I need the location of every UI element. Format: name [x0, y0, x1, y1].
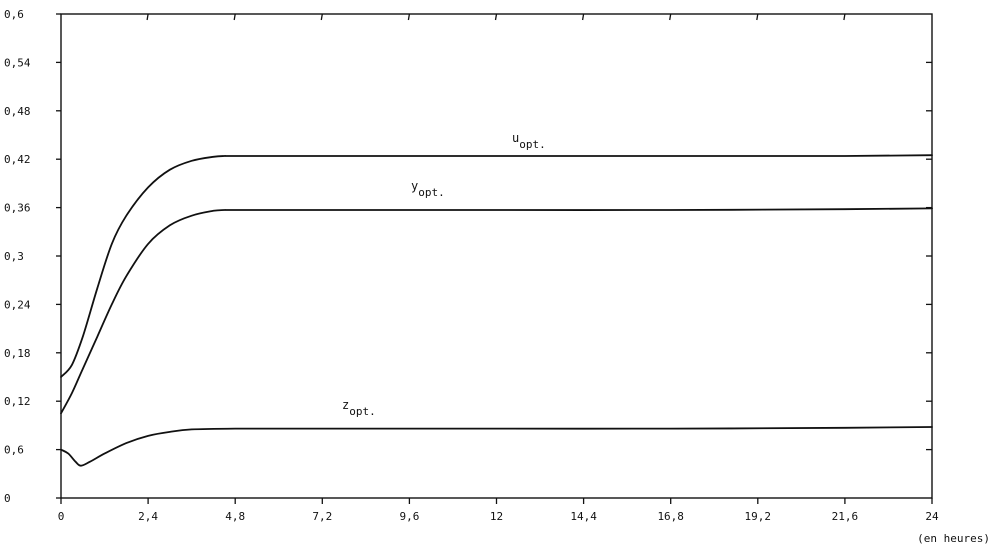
- x-tick-label: 19,2: [745, 510, 772, 523]
- y-tick-label: 0,54: [4, 56, 31, 69]
- x-tick-label: 21,6: [832, 510, 859, 523]
- x-tick-label: 0: [58, 510, 65, 523]
- x-axis-label: (en heures): [917, 532, 990, 545]
- y-tick-label: 0,6: [4, 8, 24, 21]
- y-tick-label: 0,36: [4, 202, 31, 215]
- y-tick-label: 0,6: [4, 444, 24, 457]
- x-tick-top: [494, 13, 498, 21]
- x-tick-top: [407, 13, 411, 21]
- series-u-line: [60, 154, 933, 378]
- curves: [60, 154, 933, 467]
- y-tick-label: 0,42: [4, 153, 31, 166]
- y-tick-label: 0,3: [4, 250, 24, 263]
- x-tick-top: [756, 13, 759, 21]
- x-tick-label: 4,8: [225, 510, 245, 523]
- series-z-label: zopt.: [342, 398, 376, 418]
- series-y-line: [60, 207, 933, 415]
- y-tick-label: 0,48: [4, 105, 31, 118]
- x-tick-top: [669, 13, 672, 21]
- curve-labels: uopt. yopt. zopt.: [342, 131, 546, 418]
- x-tick-label: 24: [925, 510, 939, 523]
- x-tick-label: 2,4: [138, 510, 158, 523]
- y-tick-label: 0,12: [4, 395, 31, 408]
- x-tick-label: 12: [490, 510, 503, 523]
- x-tick-top: [146, 13, 149, 21]
- y-tick-label: 0: [4, 492, 11, 505]
- y-tick-label: 0,18: [4, 347, 31, 360]
- y-tick-label: 0,24: [4, 298, 31, 311]
- series-u-label: uopt.: [512, 131, 546, 151]
- x-tick-top: [233, 13, 236, 21]
- x-tick-label: 9,6: [399, 510, 419, 523]
- x-tick-top: [320, 13, 323, 21]
- series-y-label: yopt.: [411, 179, 445, 199]
- x-tick-label: 14,4: [570, 510, 597, 523]
- plot-frame: [60, 13, 933, 499]
- x-tick-top: [843, 13, 846, 21]
- x-tick-label: 16,8: [657, 510, 684, 523]
- x-tick-top: [581, 13, 585, 21]
- axes: 0 2,4 4,8 7,2 9,6 12 14,4 16,8 19,2 21,6 24 0 0,6 0,1…: [4, 8, 939, 523]
- x-tick-label: 7,2: [312, 510, 332, 523]
- series-z-line: [60, 426, 933, 467]
